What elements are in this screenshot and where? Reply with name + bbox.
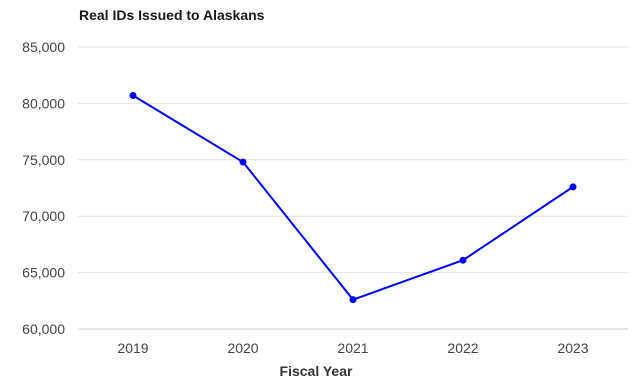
y-tick-label: 75,000	[22, 152, 65, 168]
x-tick-label: 2022	[447, 340, 478, 356]
y-tick-label: 60,000	[22, 321, 65, 337]
data-point	[459, 256, 467, 264]
data-point	[129, 92, 137, 100]
x-tick-label: 2020	[227, 340, 258, 356]
chart-title: Real IDs Issued to Alaskans	[79, 7, 265, 23]
x-tick-labels: 2019 2020 2021 2022 2023	[117, 340, 588, 356]
gridlines	[78, 46, 628, 330]
data-point	[239, 158, 247, 166]
x-tick-label: 2021	[337, 340, 368, 356]
data-point	[569, 183, 577, 191]
series-layer	[129, 92, 577, 304]
y-tick-label: 80,000	[22, 95, 65, 111]
x-axis-title: Fiscal Year	[279, 363, 353, 379]
series-line	[132, 94, 574, 301]
y-tick-labels: 60,000 65,000 70,000 75,000 80,000 85,000	[22, 39, 65, 337]
data-point	[349, 296, 357, 304]
y-tick-label: 65,000	[22, 265, 65, 281]
x-tick-label: 2023	[557, 340, 588, 356]
x-tick-label: 2019	[117, 340, 148, 356]
y-tick-label: 70,000	[22, 208, 65, 224]
y-tick-label: 85,000	[22, 39, 65, 55]
